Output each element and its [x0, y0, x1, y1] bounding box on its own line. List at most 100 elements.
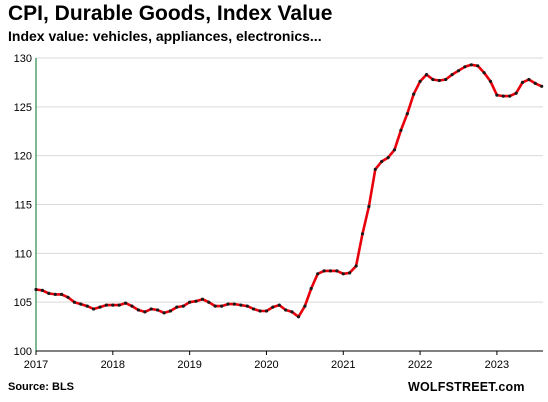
data-point-73 — [501, 94, 505, 98]
data-point-75 — [514, 91, 518, 95]
gridlines — [36, 57, 543, 303]
data-point-48 — [341, 272, 345, 276]
data-point-61 — [424, 73, 429, 77]
data-point-20 — [162, 311, 166, 315]
x-tick-labels: 2017 2018 2019 2020 2021 2022 2023 — [24, 351, 509, 371]
data-point-31 — [232, 302, 236, 306]
data-point-28 — [213, 304, 217, 308]
data-point-54 — [380, 159, 384, 164]
data-point-58 — [405, 112, 409, 116]
xtick-label-2021: 2021 — [331, 359, 355, 371]
data-point-40 — [290, 310, 294, 314]
data-point-79 — [540, 84, 544, 88]
data-point-56 — [392, 148, 397, 152]
xtick-label-2017: 2017 — [24, 359, 48, 371]
ytick-label-100: 100 — [14, 346, 32, 358]
data-point-10 — [98, 305, 102, 309]
chart-subtitle: Index value: vehicles, appliances, elect… — [8, 28, 322, 44]
data-point-43 — [309, 286, 313, 291]
data-point-33 — [245, 304, 249, 308]
data-point-74 — [508, 94, 512, 98]
data-point-17 — [143, 310, 147, 314]
data-point-34 — [252, 307, 256, 311]
data-point-69 — [476, 64, 480, 68]
data-point-32 — [239, 303, 243, 307]
data-point-26 — [200, 297, 205, 301]
data-point-42 — [303, 304, 307, 308]
data-point-52 — [367, 204, 371, 209]
data-point-6 — [72, 300, 76, 304]
data-point-67 — [463, 65, 467, 69]
marker-layer — [34, 63, 544, 319]
data-point-65 — [450, 73, 454, 77]
data-point-16 — [136, 308, 140, 312]
data-point-14 — [124, 301, 128, 305]
data-point-68 — [469, 63, 473, 67]
data-point-11 — [104, 303, 108, 307]
data-point-41 — [296, 315, 301, 319]
data-point-39 — [284, 308, 288, 312]
data-point-76 — [520, 80, 525, 84]
ytick-label-110: 110 — [14, 248, 32, 260]
source-note: Source: BLS — [8, 381, 75, 393]
xtick-label-2018: 2018 — [101, 359, 125, 371]
data-point-78 — [533, 81, 537, 85]
data-point-63 — [437, 78, 441, 83]
data-point-24 — [188, 300, 192, 304]
xtick-label-2022: 2022 — [408, 359, 432, 371]
data-point-64 — [444, 77, 448, 82]
data-point-3 — [53, 292, 57, 296]
data-point-5 — [66, 295, 70, 299]
data-point-62 — [431, 77, 435, 82]
data-point-77 — [527, 77, 531, 82]
data-point-55 — [386, 156, 390, 160]
data-point-71 — [488, 79, 493, 83]
series-layer — [34, 63, 544, 319]
data-point-57 — [399, 128, 403, 132]
data-point-49 — [348, 271, 352, 275]
data-point-51 — [360, 232, 365, 236]
data-point-47 — [335, 269, 339, 273]
data-point-50 — [354, 264, 358, 268]
data-point-45 — [322, 269, 326, 273]
data-point-70 — [482, 71, 486, 75]
data-point-21 — [168, 309, 172, 313]
data-point-23 — [181, 304, 185, 308]
data-point-8 — [85, 304, 89, 308]
y-tick-labels: 100 105 110 115 120 125 130 — [14, 53, 32, 358]
data-point-12 — [111, 303, 115, 307]
data-point-37 — [271, 305, 275, 309]
ytick-label-115: 115 — [14, 200, 32, 212]
data-point-13 — [117, 303, 121, 307]
brand-watermark: WOLFSTREET.com — [408, 380, 525, 394]
data-point-60 — [418, 79, 422, 83]
data-point-19 — [156, 308, 160, 312]
data-point-38 — [277, 303, 281, 307]
data-point-22 — [175, 305, 179, 309]
data-point-1 — [40, 288, 45, 292]
data-point-29 — [220, 304, 224, 308]
data-point-72 — [495, 93, 499, 97]
xtick-label-2023: 2023 — [485, 359, 509, 371]
ytick-label-105: 105 — [14, 297, 32, 309]
data-point-9 — [92, 307, 96, 311]
data-point-4 — [60, 292, 64, 296]
data-point-46 — [328, 269, 332, 273]
ytick-label-120: 120 — [14, 151, 32, 163]
data-point-27 — [207, 300, 211, 304]
data-point-35 — [258, 309, 262, 313]
data-point-7 — [79, 302, 83, 306]
chart-title: CPI, Durable Goods, Index Value — [8, 2, 333, 25]
data-point-66 — [456, 69, 461, 73]
data-point-0 — [34, 287, 38, 292]
data-point-53 — [373, 167, 377, 171]
xtick-label-2019: 2019 — [177, 359, 201, 371]
xtick-label-2020: 2020 — [254, 359, 278, 371]
series-line — [34, 63, 544, 319]
data-point-15 — [130, 304, 134, 308]
data-point-18 — [149, 307, 153, 311]
data-point-2 — [47, 291, 51, 295]
ytick-label-130: 130 — [14, 53, 32, 65]
data-point-25 — [194, 299, 198, 303]
